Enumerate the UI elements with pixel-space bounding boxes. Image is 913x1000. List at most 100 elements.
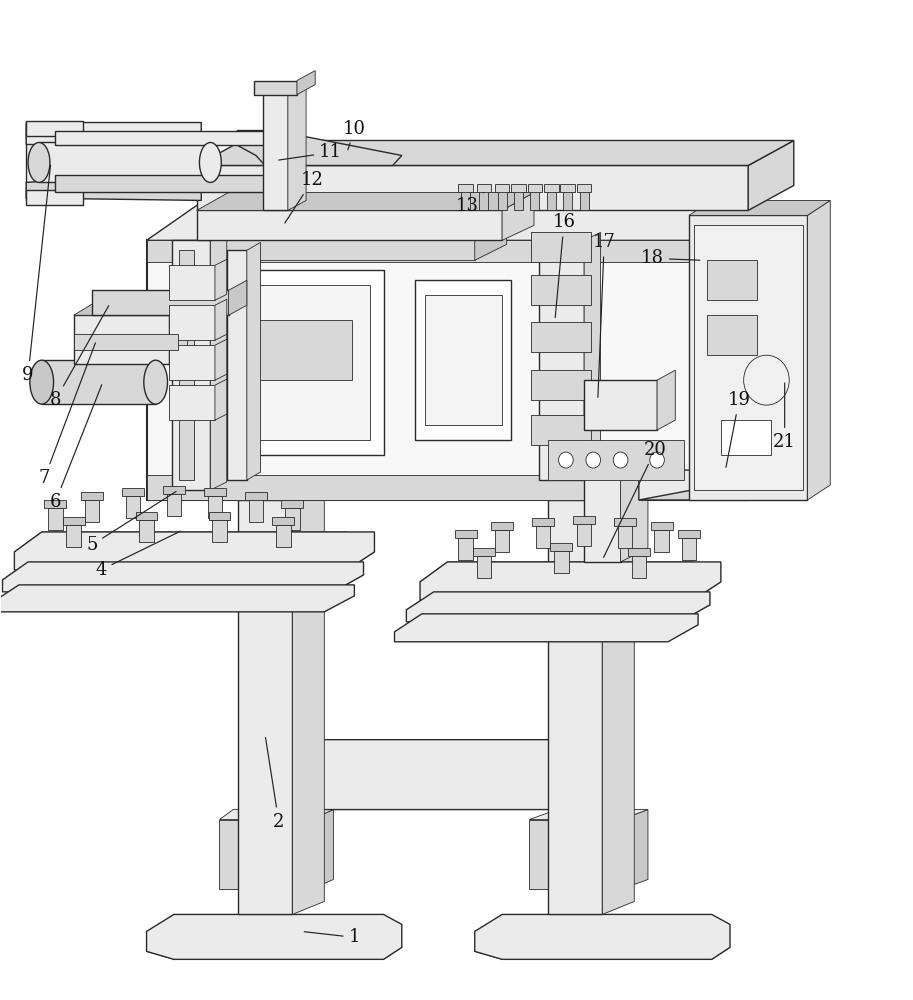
Polygon shape bbox=[74, 304, 187, 315]
Polygon shape bbox=[531, 370, 592, 400]
Polygon shape bbox=[584, 232, 601, 480]
Polygon shape bbox=[548, 440, 685, 480]
Polygon shape bbox=[655, 530, 669, 552]
Polygon shape bbox=[415, 280, 511, 440]
Polygon shape bbox=[455, 530, 477, 538]
Text: 7: 7 bbox=[38, 343, 96, 487]
Polygon shape bbox=[479, 190, 488, 210]
Polygon shape bbox=[577, 184, 592, 192]
Polygon shape bbox=[749, 205, 798, 500]
Polygon shape bbox=[584, 380, 657, 430]
Polygon shape bbox=[196, 210, 502, 240]
Polygon shape bbox=[272, 517, 294, 525]
Text: 8: 8 bbox=[49, 306, 109, 409]
Polygon shape bbox=[288, 79, 306, 210]
Polygon shape bbox=[544, 184, 559, 192]
Polygon shape bbox=[458, 184, 473, 192]
Polygon shape bbox=[147, 205, 798, 240]
Polygon shape bbox=[163, 486, 184, 494]
Polygon shape bbox=[226, 250, 247, 480]
Polygon shape bbox=[473, 548, 495, 556]
Text: 19: 19 bbox=[726, 391, 750, 467]
Polygon shape bbox=[147, 240, 749, 262]
Polygon shape bbox=[169, 265, 215, 300]
Polygon shape bbox=[577, 524, 592, 546]
Polygon shape bbox=[475, 222, 507, 260]
Polygon shape bbox=[215, 339, 226, 380]
Polygon shape bbox=[207, 496, 222, 518]
Polygon shape bbox=[580, 190, 589, 210]
Polygon shape bbox=[208, 512, 230, 520]
Polygon shape bbox=[511, 184, 526, 192]
Polygon shape bbox=[210, 232, 226, 490]
Polygon shape bbox=[224, 270, 383, 455]
Polygon shape bbox=[215, 259, 226, 300]
Polygon shape bbox=[26, 190, 83, 205]
Text: 2: 2 bbox=[266, 737, 285, 831]
Polygon shape bbox=[531, 275, 592, 305]
Polygon shape bbox=[420, 562, 721, 600]
Polygon shape bbox=[394, 614, 698, 642]
Polygon shape bbox=[603, 488, 635, 914]
Polygon shape bbox=[196, 140, 793, 165]
Polygon shape bbox=[56, 175, 269, 192]
Polygon shape bbox=[495, 530, 509, 552]
Ellipse shape bbox=[30, 360, 54, 404]
Text: 5: 5 bbox=[86, 492, 176, 554]
Polygon shape bbox=[248, 500, 263, 522]
Polygon shape bbox=[406, 592, 710, 622]
Polygon shape bbox=[628, 548, 650, 556]
Polygon shape bbox=[536, 526, 551, 548]
Polygon shape bbox=[639, 470, 798, 500]
Polygon shape bbox=[147, 475, 749, 500]
Ellipse shape bbox=[199, 142, 221, 182]
Polygon shape bbox=[807, 200, 830, 500]
Polygon shape bbox=[285, 508, 299, 530]
Polygon shape bbox=[122, 488, 144, 496]
Polygon shape bbox=[85, 500, 100, 522]
Polygon shape bbox=[92, 290, 228, 315]
Polygon shape bbox=[548, 500, 603, 914]
Polygon shape bbox=[74, 315, 169, 364]
Polygon shape bbox=[491, 522, 513, 530]
Polygon shape bbox=[136, 512, 157, 520]
Polygon shape bbox=[694, 225, 803, 490]
Polygon shape bbox=[247, 242, 260, 480]
Polygon shape bbox=[147, 914, 402, 959]
Polygon shape bbox=[3, 562, 363, 592]
Polygon shape bbox=[721, 420, 771, 455]
Polygon shape bbox=[67, 525, 81, 547]
Polygon shape bbox=[406, 592, 710, 622]
Text: 18: 18 bbox=[641, 249, 700, 267]
Polygon shape bbox=[297, 71, 315, 95]
Polygon shape bbox=[528, 184, 542, 192]
Polygon shape bbox=[26, 121, 83, 136]
Polygon shape bbox=[81, 492, 103, 500]
Polygon shape bbox=[179, 250, 194, 480]
Text: 9: 9 bbox=[22, 165, 50, 384]
Polygon shape bbox=[678, 530, 700, 538]
Polygon shape bbox=[56, 131, 269, 145]
Polygon shape bbox=[530, 810, 648, 820]
Polygon shape bbox=[561, 184, 575, 192]
Polygon shape bbox=[689, 215, 807, 500]
Polygon shape bbox=[126, 496, 141, 518]
Polygon shape bbox=[458, 538, 473, 560]
Polygon shape bbox=[45, 500, 67, 508]
Polygon shape bbox=[749, 445, 798, 500]
Polygon shape bbox=[245, 492, 267, 500]
Polygon shape bbox=[276, 525, 290, 547]
Polygon shape bbox=[477, 184, 491, 192]
Polygon shape bbox=[166, 494, 181, 516]
Polygon shape bbox=[530, 820, 621, 889]
Polygon shape bbox=[228, 280, 247, 315]
Polygon shape bbox=[26, 123, 201, 144]
Polygon shape bbox=[215, 299, 226, 340]
Polygon shape bbox=[147, 924, 402, 959]
Polygon shape bbox=[502, 192, 534, 240]
Polygon shape bbox=[514, 190, 523, 210]
Polygon shape bbox=[196, 165, 749, 210]
Polygon shape bbox=[621, 810, 648, 889]
Polygon shape bbox=[228, 131, 402, 165]
Polygon shape bbox=[530, 190, 540, 210]
